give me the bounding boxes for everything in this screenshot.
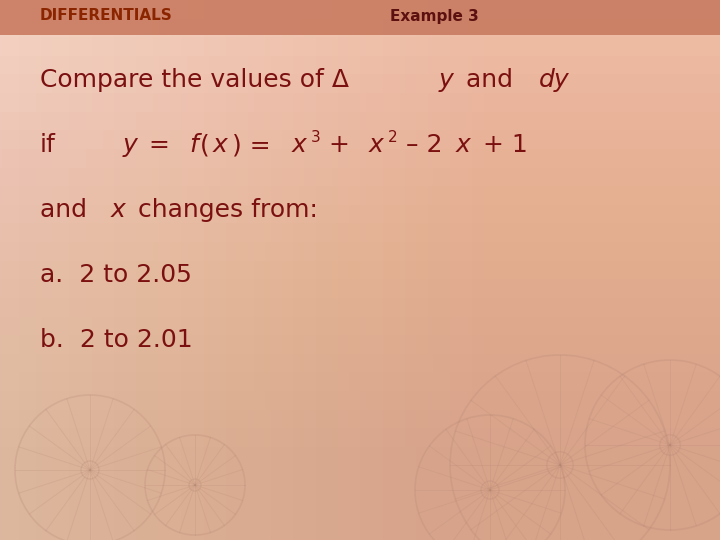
Text: x: x: [369, 133, 384, 157]
Text: – 2: – 2: [398, 133, 443, 157]
Text: 3: 3: [311, 130, 321, 145]
Text: y: y: [438, 68, 454, 92]
Text: x: x: [213, 133, 228, 157]
Text: b.  2 to 2.01: b. 2 to 2.01: [40, 328, 193, 352]
Text: and: and: [458, 68, 521, 92]
Text: f: f: [189, 133, 198, 157]
Text: x: x: [292, 133, 307, 157]
Text: x: x: [456, 133, 471, 157]
FancyBboxPatch shape: [0, 0, 720, 35]
Text: Example 3: Example 3: [390, 9, 479, 24]
Text: if: if: [40, 133, 56, 157]
Text: ) =: ) =: [232, 133, 279, 157]
Text: a.  2 to 2.05: a. 2 to 2.05: [40, 263, 192, 287]
Text: =: =: [141, 133, 179, 157]
Text: +: +: [321, 133, 359, 157]
Text: dy: dy: [539, 68, 570, 92]
Text: (: (: [200, 133, 210, 157]
Text: changes from:: changes from:: [130, 198, 318, 222]
Text: + 1: + 1: [474, 133, 528, 157]
Text: and: and: [40, 198, 95, 222]
Text: Compare the values of Δ: Compare the values of Δ: [40, 68, 349, 92]
Text: y: y: [122, 133, 138, 157]
Text: x: x: [111, 198, 126, 222]
Text: DIFFERENTIALS: DIFFERENTIALS: [40, 9, 173, 24]
Text: 2: 2: [388, 130, 397, 145]
